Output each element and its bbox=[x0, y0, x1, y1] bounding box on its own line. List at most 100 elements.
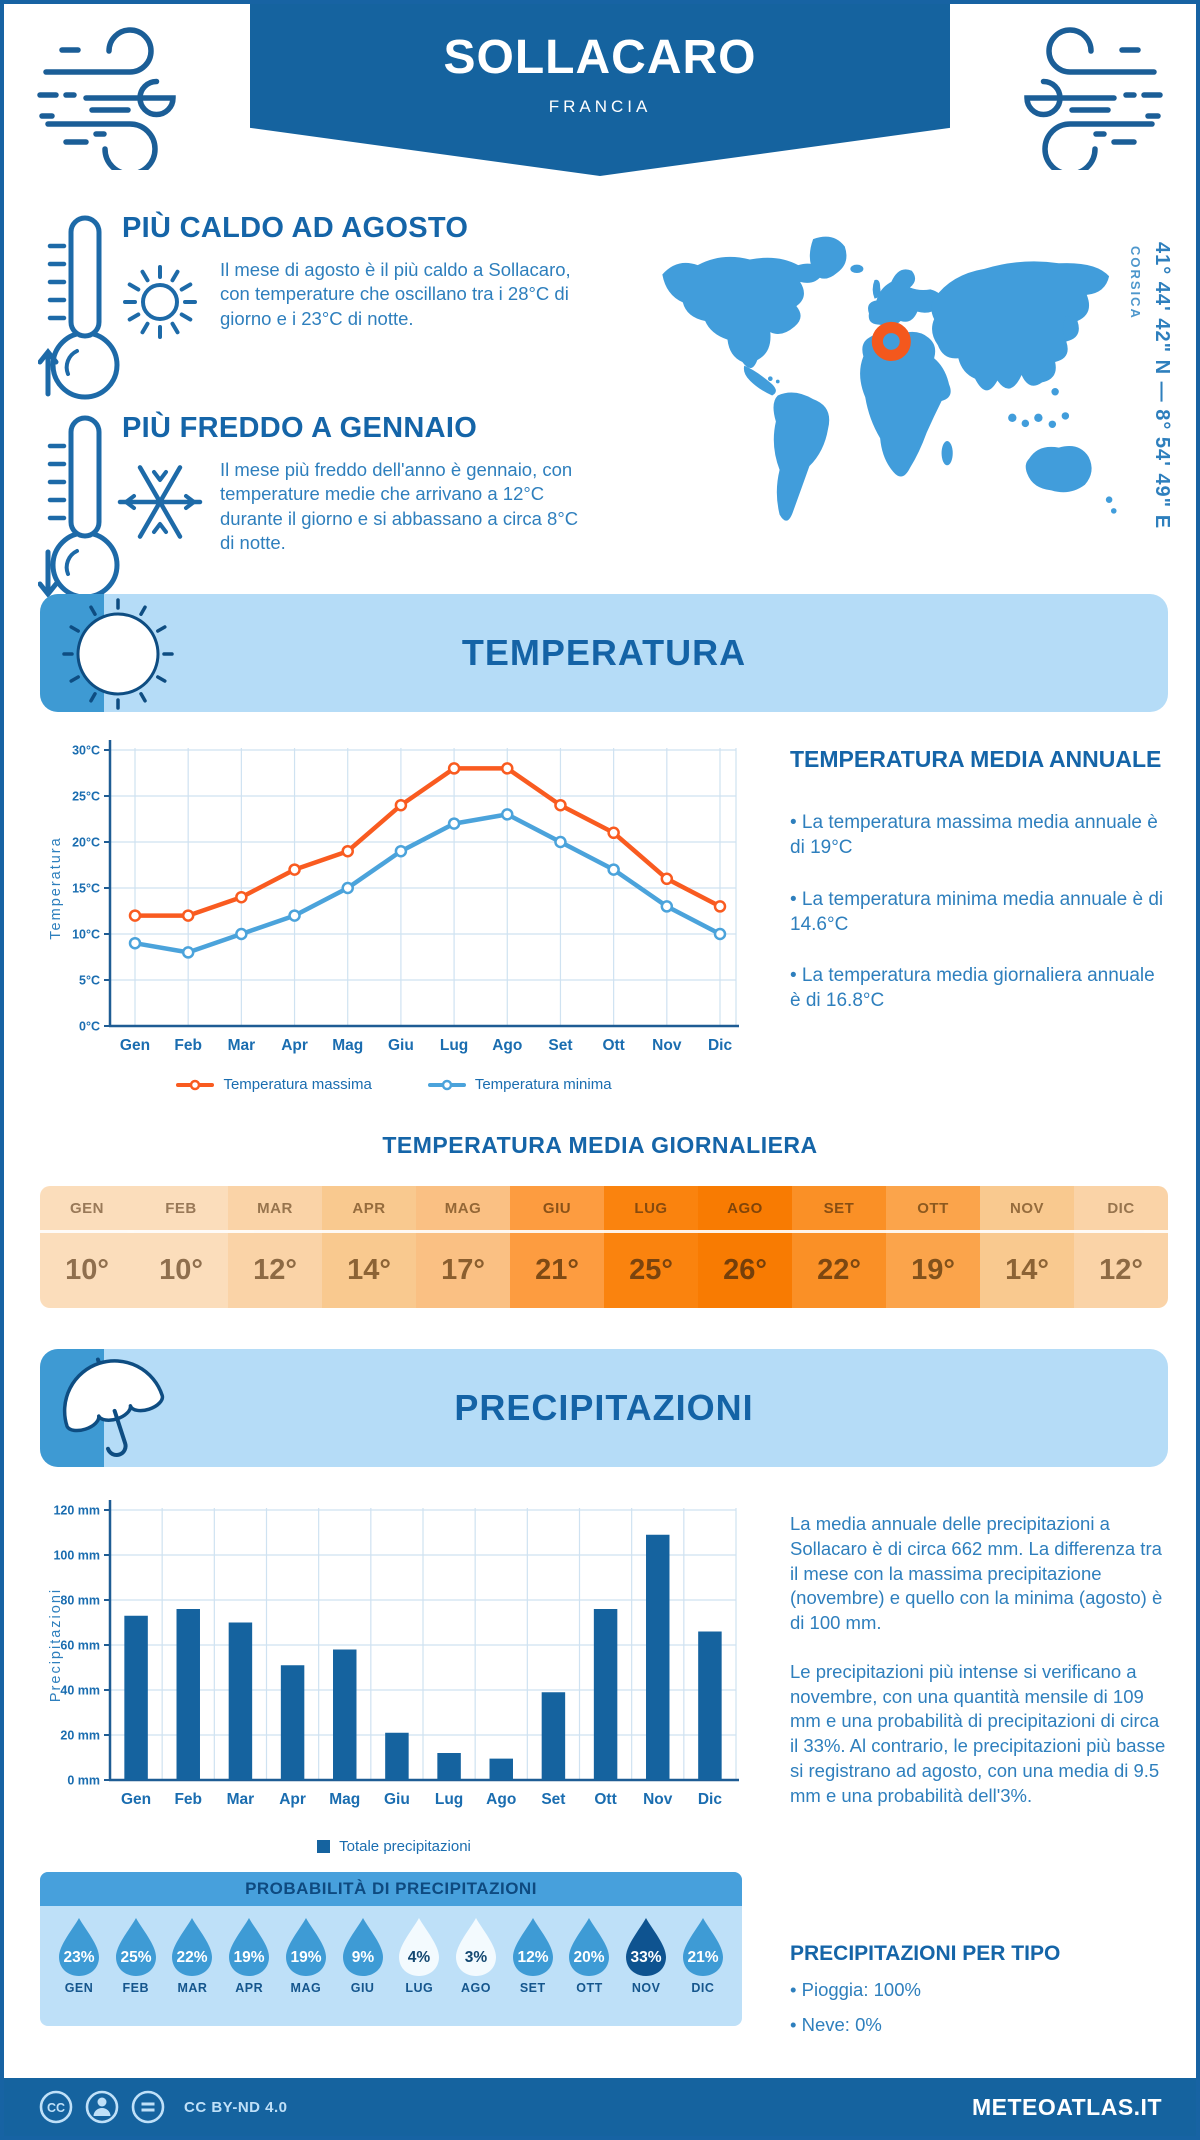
probability-drop: 19% APR bbox=[224, 1915, 274, 1995]
probability-drop: 22% MAR bbox=[167, 1915, 217, 1995]
probability-drop: 33% NOV bbox=[621, 1915, 671, 1995]
svg-text:10°C: 10°C bbox=[72, 928, 100, 942]
daily-table-month: FEB bbox=[134, 1186, 228, 1233]
precip-by-type-title: PRECIPITAZIONI PER TIPO bbox=[790, 1942, 1061, 1965]
map-coordinates: 41° 44' 42" N — 8° 54' 49" E bbox=[1151, 242, 1173, 530]
thermometer-up-icon bbox=[38, 215, 120, 400]
raindrop-icon: 4% bbox=[399, 1918, 440, 1976]
precipitation-section-title: PRECIPITAZIONI bbox=[454, 1387, 754, 1428]
svg-text:20°C: 20°C bbox=[72, 836, 100, 850]
precip-type-item: • Neve: 0% bbox=[790, 2013, 882, 2035]
daily-table-value: 14° bbox=[1005, 1254, 1049, 1286]
svg-text:Nov: Nov bbox=[643, 1791, 673, 1808]
daily-table-month: AGO bbox=[698, 1186, 792, 1233]
daily-table-month: GIU bbox=[510, 1186, 604, 1233]
sun-icon bbox=[62, 598, 174, 710]
probability-value: 19% bbox=[290, 1949, 321, 1966]
wind-icon bbox=[37, 27, 176, 170]
legend-item: Temperatura minima bbox=[427, 1076, 612, 1093]
temperature-section-title: TEMPERATURA bbox=[461, 632, 747, 673]
daily-table-month: MAG bbox=[416, 1186, 510, 1233]
daily-table-column: MAG 17° bbox=[416, 1186, 510, 1308]
svg-text:Ago: Ago bbox=[486, 1791, 516, 1808]
svg-text:Apr: Apr bbox=[279, 1791, 306, 1808]
daily-table-value: 19° bbox=[911, 1254, 955, 1286]
legend-item: Totale precipitazioni bbox=[317, 1838, 471, 1855]
daily-table-column: GIU 21° bbox=[510, 1186, 604, 1308]
probability-drops-row: 23% GEN 25% FEB 22% MAR 19% APR 19% MAG 9% GIU 4% LUG… bbox=[40, 1906, 742, 1995]
nd-equals-icon bbox=[131, 2090, 165, 2124]
daily-table-value: 12° bbox=[1099, 1254, 1143, 1286]
probability-month: OTT bbox=[576, 1981, 603, 1995]
legend-line-swatch bbox=[427, 1079, 466, 1090]
svg-text:25°C: 25°C bbox=[72, 790, 100, 804]
temperature-line-chart: 0°C 5°C 10°C 15°C 20°C 25°C 30°C Gen Feb Mar Apr Ma… bbox=[48, 740, 739, 1054]
svg-text:30°C: 30°C bbox=[72, 744, 100, 758]
svg-text:Ago: Ago bbox=[492, 1037, 522, 1054]
probability-month: DIC bbox=[691, 1981, 715, 1995]
legend-item: Temperatura massima bbox=[176, 1076, 372, 1093]
precipitation-probability-panel: PROBABILITÀ DI PRECIPITAZIONI 23% GEN 25% F… bbox=[40, 1872, 742, 2026]
svg-text:0°C: 0°C bbox=[79, 1020, 100, 1034]
probability-value: 22% bbox=[177, 1949, 208, 1966]
umbrella-icon bbox=[62, 1357, 165, 1458]
cold-title: PIÙ FREDDO A GENNAIO bbox=[122, 412, 478, 444]
license-label: CC BY-ND 4.0 bbox=[184, 2098, 288, 2116]
svg-text:Giu: Giu bbox=[388, 1037, 414, 1054]
svg-text:Set: Set bbox=[541, 1791, 565, 1808]
daily-table-month: LUG bbox=[604, 1186, 698, 1233]
probability-month: LUG bbox=[405, 1981, 434, 1995]
legend-square-swatch bbox=[317, 1840, 331, 1853]
temperature-section-banner: TEMPERATURA bbox=[40, 594, 1168, 712]
legend-line-swatch bbox=[176, 1079, 215, 1090]
cc-glyph: CC bbox=[47, 2101, 65, 2115]
precipitation-chart-legend: Totale precipitazioni bbox=[44, 1838, 744, 1855]
hot-title: PIÙ CALDO AD AGOSTO bbox=[122, 212, 469, 244]
daily-table-month: GEN bbox=[40, 1186, 134, 1233]
daily-table-column: OTT 19° bbox=[886, 1186, 980, 1308]
daily-table-value: 14° bbox=[347, 1254, 391, 1286]
svg-text:5°C: 5°C bbox=[79, 974, 100, 988]
svg-text:Mar: Mar bbox=[228, 1037, 256, 1054]
raindrop-icon: 25% bbox=[115, 1918, 156, 1976]
probability-value: 4% bbox=[408, 1949, 431, 1966]
daily-table-value: 17° bbox=[441, 1254, 485, 1286]
svg-text:Dic: Dic bbox=[698, 1791, 723, 1808]
precipitation-section-banner: PRECIPITAZIONI bbox=[40, 1349, 1168, 1467]
probability-value: 9% bbox=[351, 1949, 374, 1966]
page-title: SOLLACARO bbox=[443, 31, 757, 84]
probability-value: 19% bbox=[234, 1949, 265, 1966]
annual-summary-item: • La temperatura massima media annuale è… bbox=[790, 812, 1158, 859]
hot-text: Il mese di agosto è il più caldo a Solla… bbox=[220, 259, 571, 329]
svg-text:15°C: 15°C bbox=[72, 882, 100, 896]
daily-table-column: FEB 10° bbox=[134, 1186, 228, 1308]
daily-table-title: TEMPERATURA MEDIA GIORNALIERA bbox=[382, 1132, 818, 1158]
raindrop-icon: 20% bbox=[569, 1918, 610, 1976]
svg-text:80 mm: 80 mm bbox=[60, 1594, 100, 1608]
legend-label: Temperatura minima bbox=[474, 1076, 612, 1093]
probability-drop: 20% OTT bbox=[564, 1915, 614, 1995]
legend-label: Temperatura massima bbox=[223, 1076, 372, 1093]
daily-table-month: DIC bbox=[1074, 1186, 1168, 1233]
svg-text:120 mm: 120 mm bbox=[53, 1504, 100, 1518]
daily-table-column: LUG 25° bbox=[604, 1186, 698, 1308]
probability-drop: 21% DIC bbox=[678, 1915, 728, 1995]
raindrop-icon: 23% bbox=[59, 1918, 99, 1976]
svg-text:Lug: Lug bbox=[440, 1037, 468, 1054]
temperature-chart-legend: Temperatura massima Temperatura minima bbox=[44, 1076, 744, 1093]
annual-summary-item: • La temperatura media giornaliera annua… bbox=[790, 965, 1155, 1012]
svg-text:Mag: Mag bbox=[332, 1037, 363, 1054]
probability-drop: 12% SET bbox=[508, 1915, 558, 1995]
raindrop-icon: 3% bbox=[456, 1918, 497, 1976]
raindrop-icon: 9% bbox=[342, 1918, 383, 1976]
daily-table-value: 10° bbox=[159, 1254, 203, 1286]
daily-table-value: 12° bbox=[253, 1254, 297, 1286]
probability-drop: 3% AGO bbox=[451, 1915, 501, 1995]
svg-text:40 mm: 40 mm bbox=[60, 1684, 100, 1698]
daily-table-month: APR bbox=[322, 1186, 416, 1233]
probability-month: GEN bbox=[64, 1981, 94, 1995]
annual-summary-list: • La temperatura massima media annuale è… bbox=[790, 810, 1170, 1040]
daily-table-month: NOV bbox=[980, 1186, 1074, 1233]
person-icon bbox=[85, 2090, 119, 2124]
svg-text:Set: Set bbox=[548, 1037, 572, 1054]
